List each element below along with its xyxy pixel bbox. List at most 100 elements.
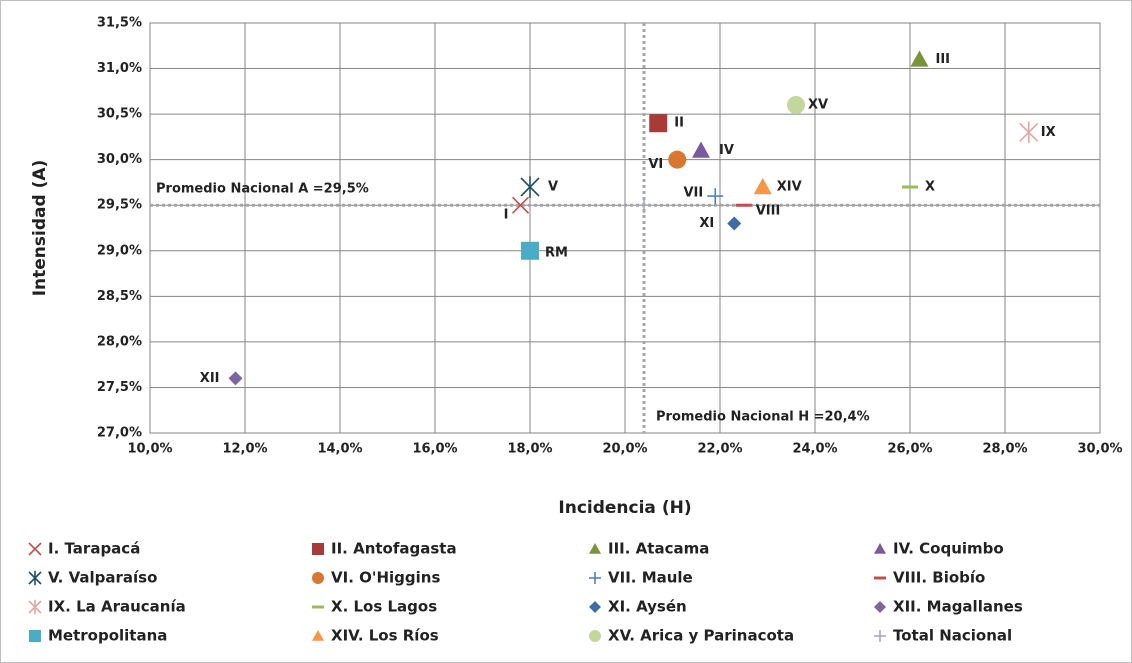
marker-part (753, 178, 772, 195)
marker-part (787, 96, 805, 114)
legend-text: III. Atacama (608, 540, 709, 558)
y-tick-label: 30,0% (97, 152, 142, 167)
legend-item: XI. Aysén (589, 598, 687, 616)
marker (589, 601, 601, 613)
x-axis-title: Incidencia (H) (558, 498, 691, 518)
point-label: X (925, 180, 935, 195)
legend-item: III. Atacama (589, 540, 709, 558)
marker-part (521, 241, 539, 260)
marker-part (589, 630, 601, 642)
legend-item: XV. Arica y Parinacota (589, 627, 794, 645)
point-label: VII (684, 186, 704, 201)
x-tick-label: 22,0% (697, 442, 742, 457)
marker (874, 601, 886, 613)
y-tick-label: 29,5% (97, 198, 142, 213)
y-tick-label: 31,0% (97, 61, 142, 76)
marker (910, 50, 929, 67)
legend-text: Metropolitana (48, 627, 167, 645)
legend-item: IX. La Araucanía (28, 598, 186, 616)
marker (1019, 121, 1039, 144)
point-label: V (548, 180, 558, 195)
legend-text: X. Los Lagos (331, 598, 437, 616)
marker-part (874, 601, 886, 613)
marker-part (874, 543, 886, 554)
point-label: IX (1041, 125, 1056, 140)
marker (511, 196, 530, 214)
point-label: RM (545, 245, 568, 260)
x-tick-label: 14,0% (317, 442, 362, 457)
marker-part (649, 114, 668, 133)
marker (874, 630, 886, 642)
marker-part (312, 572, 324, 584)
marker (520, 176, 540, 198)
marker (902, 185, 918, 189)
y-tick-label: 30,5% (97, 107, 142, 122)
marker (521, 241, 539, 260)
marker-part (735, 203, 752, 207)
point-label: XI (699, 216, 714, 231)
marker (636, 197, 652, 214)
marker-part (312, 630, 324, 641)
marker-part (589, 543, 601, 554)
legend-text: XI. Aysén (608, 598, 687, 616)
legend-text: XIV. Los Ríos (331, 627, 439, 645)
marker (668, 150, 687, 169)
point-label: XIV (777, 180, 802, 195)
marker-part (910, 50, 929, 67)
x-tick-label: 12,0% (222, 442, 267, 457)
point-label: XII (200, 371, 220, 386)
point-label: IV (719, 143, 734, 158)
reference-label: Promedio Nacional H =20,4% (656, 410, 870, 425)
marker (228, 371, 243, 386)
legend-text: II. Antofagasta (331, 540, 457, 558)
x-tick-label: 10,0% (127, 442, 172, 457)
legend-item: I. Tarapacá (28, 540, 140, 558)
legend-item: VII. Maule (589, 569, 693, 587)
x-tick-label: 30,0% (1077, 442, 1122, 457)
marker (28, 570, 42, 586)
y-tick-label: 31,5% (97, 16, 142, 31)
x-tick-label: 26,0% (887, 442, 932, 457)
reference-label: Promedio Nacional A =29,5% (156, 182, 369, 197)
marker (589, 572, 601, 584)
marker (874, 576, 886, 580)
legend-item: X. Los Lagos (312, 598, 437, 616)
legend-item: IV. Coquimbo (874, 540, 1004, 558)
legend-item: Metropolitana (29, 627, 167, 645)
marker-part (727, 216, 742, 231)
x-tick-label: 18,0% (507, 442, 552, 457)
legend-text: XV. Arica y Parinacota (608, 627, 794, 645)
marker-part (902, 185, 918, 189)
marker (29, 630, 41, 642)
marker (589, 543, 601, 554)
marker (28, 542, 42, 556)
y-tick-label: 28,5% (97, 289, 142, 304)
legend-item: VI. O'Higgins (312, 569, 440, 587)
marker-part (29, 630, 41, 642)
marker (589, 630, 601, 642)
legend-text: IX. La Araucanía (48, 598, 186, 616)
x-tick-label: 16,0% (412, 442, 457, 457)
marker (707, 188, 724, 205)
legend-item: VIII. Biobío (874, 569, 985, 587)
marker (312, 630, 324, 641)
legend-text: XII. Magallanes (893, 598, 1023, 616)
marker (312, 572, 324, 584)
marker-part (228, 371, 243, 386)
legend-text: V. Valparaíso (48, 569, 157, 587)
marker (753, 178, 772, 195)
x-tick-label: 28,0% (982, 442, 1027, 457)
legend-item: Total Nacional (874, 627, 1012, 645)
marker (649, 114, 668, 133)
x-tick-label: 24,0% (792, 442, 837, 457)
marker-part (692, 141, 710, 158)
point-label: II (674, 116, 684, 131)
marker (312, 605, 324, 609)
y-tick-label: 27,5% (97, 380, 142, 395)
y-tick-label: 27,0% (97, 426, 142, 441)
legend-item: XII. Magallanes (874, 598, 1023, 616)
point-label: I (504, 208, 509, 223)
legend-text: VI. O'Higgins (331, 569, 440, 587)
point-label: XV (808, 98, 828, 113)
y-tick-label: 28,0% (97, 334, 142, 349)
